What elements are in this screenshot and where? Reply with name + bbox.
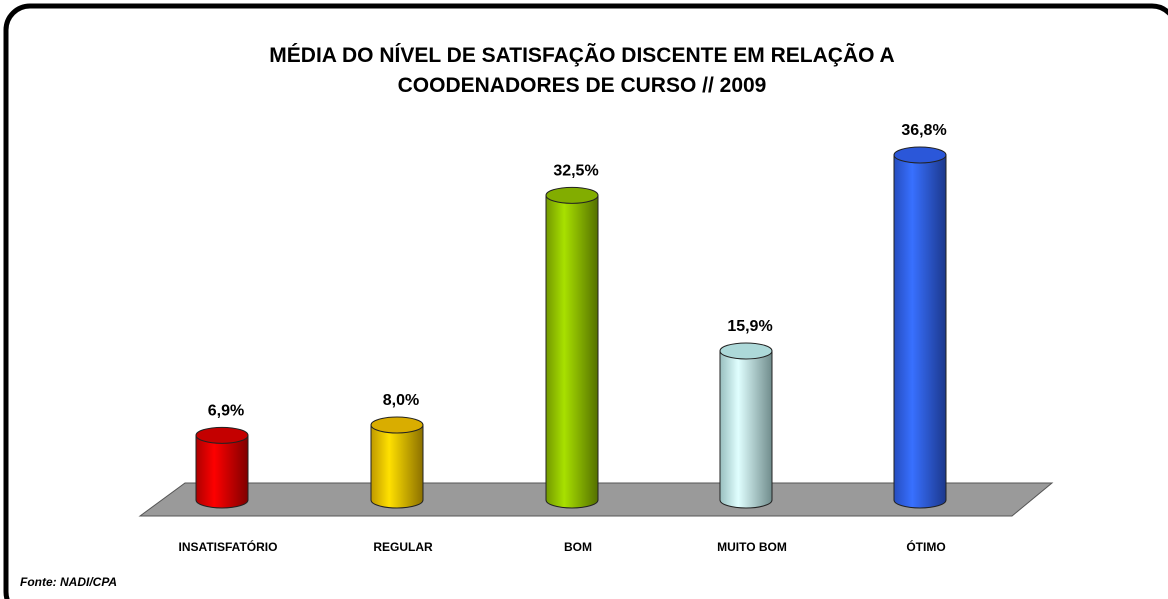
- bar-top: [370, 416, 424, 434]
- x-tick-label: ÓTIMO: [906, 539, 945, 554]
- x-tick-label: REGULAR: [373, 540, 433, 554]
- bar: [719, 350, 773, 509]
- value-label: 32,5%: [553, 162, 598, 179]
- value-label: 15,9%: [727, 318, 772, 335]
- x-tick-label: BOM: [564, 540, 592, 554]
- chart-title: MÉDIA DO NÍVEL DE SATISFAÇÃO DISCENTE EM…: [269, 44, 894, 67]
- bar: [195, 434, 249, 509]
- source: Fonte: NADI/CPA: [20, 575, 117, 589]
- x-tick-label: MUITO BOM: [717, 540, 787, 554]
- value-label: 36,8%: [901, 122, 946, 139]
- bar: [370, 424, 424, 509]
- bar-top: [545, 186, 599, 204]
- bar-top: [893, 146, 947, 164]
- bar-top: [195, 426, 249, 444]
- bar: [545, 194, 599, 509]
- x-tick-label: INSATISFATÓRIO: [179, 539, 278, 554]
- value-label: 8,0%: [383, 392, 419, 409]
- bar-top: [719, 342, 773, 360]
- bar: [893, 154, 947, 509]
- value-label: 6,9%: [208, 402, 244, 419]
- chart-title: COODENADORES DE CURSO // 2009: [398, 74, 767, 97]
